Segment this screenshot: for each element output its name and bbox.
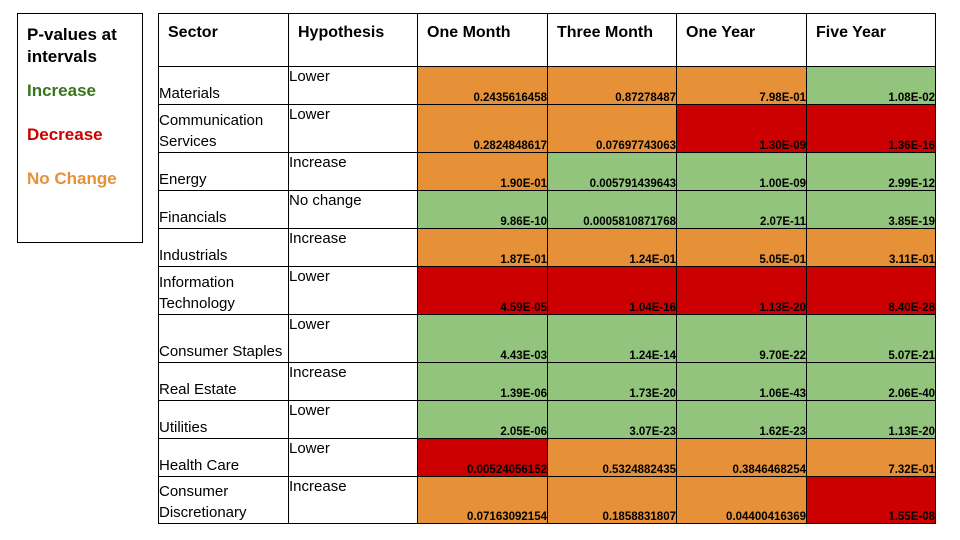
hypothesis-cell: Increase [288,152,418,191]
pvalue-cell: 1.13E-20 [676,266,807,315]
hypothesis-cell: Increase [288,362,418,401]
pvalue-cell: 1.62E-23 [676,400,807,439]
pvalue-cell: 1.00E-09 [676,152,807,191]
pvalue-cell: 2.99E-12 [806,152,936,191]
sector-cell: Utilities [158,400,289,439]
pvalue-cell: 1.24E-01 [547,228,677,267]
table-row: Energy Increase 1.90E-01 0.005791439643 … [158,152,936,191]
legend-item-increase: Increase [27,81,96,100]
sector-cell: Materials [158,66,289,105]
table-row: Communication Services Lower 0.282484861… [158,104,936,153]
table-row: Industrials Increase 1.87E-01 1.24E-01 5… [158,228,936,267]
sector-cell: Consumer Staples [158,314,289,363]
pvalue-cell: 0.3846468254 [676,438,807,477]
legend-title: P-values at intervals [27,25,117,66]
hypothesis-cell: Increase [288,476,418,524]
pvalue-cell: 0.5324882435 [547,438,677,477]
header-row: Sector Hypothesis One Month Three Month … [158,13,936,67]
pvalue-cell: 9.86E-10 [417,190,548,229]
hypothesis-cell: Increase [288,228,418,267]
pvalue-cell: 1.13E-20 [806,400,936,439]
pvalue-cell: 3.11E-01 [806,228,936,267]
legend-item-decrease: Decrease [27,125,103,144]
legend-box: P-values at intervals Increase Decrease … [17,13,143,243]
hypothesis-cell: Lower [288,104,418,153]
pvalue-cell: 1.04E-16 [547,266,677,315]
pvalue-cell: 9.70E-22 [676,314,807,363]
sector-cell: Health Care [158,438,289,477]
pvalue-cell: 0.2824848617 [417,104,548,153]
pvalue-cell: 1.24E-14 [547,314,677,363]
pvalue-cell: 1.73E-20 [547,362,677,401]
pvalue-cell: 0.00524056152 [417,438,548,477]
hypothesis-cell: Lower [288,66,418,105]
header-one-year: One Year [676,13,807,67]
header-hypothesis: Hypothesis [288,13,418,67]
pvalue-cell: 0.005791439643 [547,152,677,191]
pvalue-cell: 0.07163092154 [417,476,548,524]
header-five-year: Five Year [806,13,936,67]
pvalue-cell: 2.05E-06 [417,400,548,439]
pvalue-cell: 8.40E-28 [806,266,936,315]
header-three-month: Three Month [547,13,677,67]
table-row: Materials Lower 0.2435616458 0.87278487 … [158,66,936,105]
pvalue-cell: 1.39E-06 [417,362,548,401]
pvalue-cell: 3.85E-19 [806,190,936,229]
sector-cell: Real Estate [158,362,289,401]
sector-cell: Financials [158,190,289,229]
sector-cell: Energy [158,152,289,191]
table-row: Real Estate Increase 1.39E-06 1.73E-20 1… [158,362,936,401]
pvalue-cell: 5.07E-21 [806,314,936,363]
pvalue-cell: 4.59E-05 [417,266,548,315]
table-row: Financials No change 9.86E-10 0.00058108… [158,190,936,229]
legend-item-no-change: No Change [27,169,117,188]
pvalue-table: Sector Hypothesis One Month Three Month … [158,13,936,524]
table-row: Utilities Lower 2.05E-06 3.07E-23 1.62E-… [158,400,936,439]
header-sector: Sector [158,13,289,67]
pvalue-cell: 0.87278487 [547,66,677,105]
pvalue-cell: 3.07E-23 [547,400,677,439]
pvalue-cell: 0.07697743063 [547,104,677,153]
pvalue-cell: 0.2435616458 [417,66,548,105]
pvalue-cell: 0.0005810871768 [547,190,677,229]
pvalue-cell: 0.1858831807 [547,476,677,524]
table-row: Information Technology Lower 4.59E-05 1.… [158,266,936,315]
pvalue-cell: 7.32E-01 [806,438,936,477]
hypothesis-cell: Lower [288,400,418,439]
pvalue-cell: 1.06E-43 [676,362,807,401]
sector-cell: Consumer Discretionary [158,476,289,524]
sector-cell: Industrials [158,228,289,267]
hypothesis-cell: Lower [288,314,418,363]
pvalue-cell: 2.06E-40 [806,362,936,401]
table-row: Health Care Lower 0.00524056152 0.532488… [158,438,936,477]
table-row: Consumer Staples Lower 4.43E-03 1.24E-14… [158,314,936,363]
pvalue-cell: 4.43E-03 [417,314,548,363]
pvalue-cell: 1.90E-01 [417,152,548,191]
sector-cell: Information Technology [158,266,289,315]
pvalue-cell: 2.07E-11 [676,190,807,229]
hypothesis-cell: Lower [288,438,418,477]
pvalue-cell: 7.98E-01 [676,66,807,105]
pvalue-cell: 0.04400416369 [676,476,807,524]
table-row: Consumer Discretionary Increase 0.071630… [158,476,936,524]
pvalue-cell: 1.55E-08 [806,476,936,524]
pvalue-cell: 1.87E-01 [417,228,548,267]
header-one-month: One Month [417,13,548,67]
hypothesis-cell: No change [288,190,418,229]
pvalue-cell: 1.08E-02 [806,66,936,105]
pvalue-cell: 1.30E-09 [676,104,807,153]
sector-cell: Communication Services [158,104,289,153]
pvalue-cell: 5.05E-01 [676,228,807,267]
pvalue-cell: 1.36E-16 [806,104,936,153]
hypothesis-cell: Lower [288,266,418,315]
